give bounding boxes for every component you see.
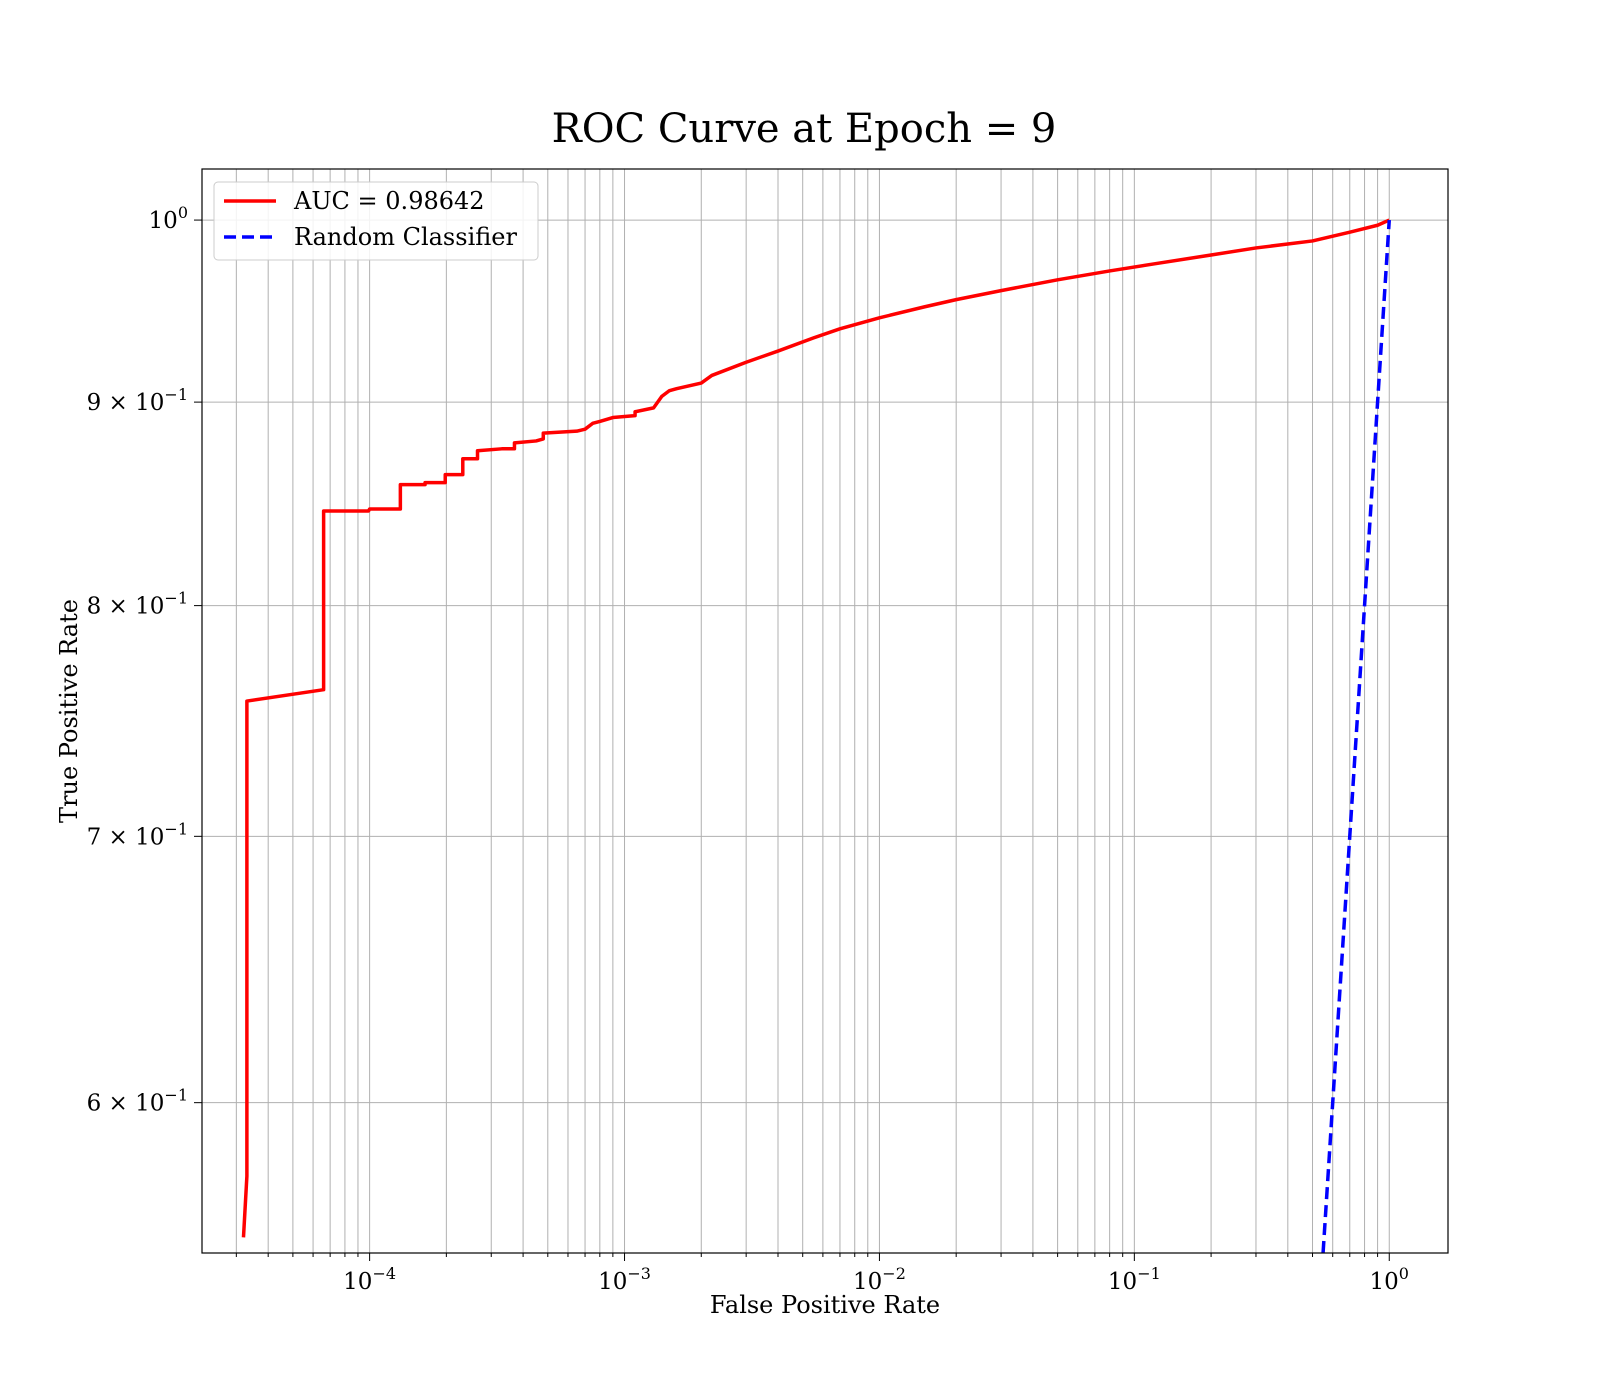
y-tick-label: 100 [149,203,188,234]
plot-frame [201,168,1449,1254]
random-classifier-line [1321,219,1392,1253]
x-tick-label: 10−3 [598,1264,651,1295]
x-tick-label: 10−1 [1108,1264,1161,1295]
x-axis-label: False Positive Rate [710,1291,940,1319]
y-axis-label: True Positive Rate [55,599,83,823]
y-tick-label: 7 × 10−1 [87,819,188,850]
series-layer [241,218,1392,1253]
x-tick-label: 10−2 [853,1264,906,1295]
roc-curve-line [241,218,1390,1238]
chart-title: ROC Curve at Epoch = 9 [552,106,1057,152]
legend-box [213,181,539,261]
x-tick-label: 10−4 [343,1264,396,1295]
grid [202,169,1448,1253]
y-tick-label: 6 × 10−1 [87,1086,188,1117]
legend-label-random: Random Classifier [294,223,517,251]
x-tick-label: 100 [1370,1264,1409,1295]
legend: AUC = 0.98642 Random Classifier [213,181,539,261]
legend-label-auc: AUC = 0.98642 [293,187,485,215]
y-tick-label: 8 × 10−1 [87,589,188,620]
y-tick-label: 9 × 10−1 [87,385,188,416]
tick-marks: 10−4 10−3 10−2 10−1 100 6 × 10−1 7 × 10−1 8 × 1… [87,203,1409,1295]
